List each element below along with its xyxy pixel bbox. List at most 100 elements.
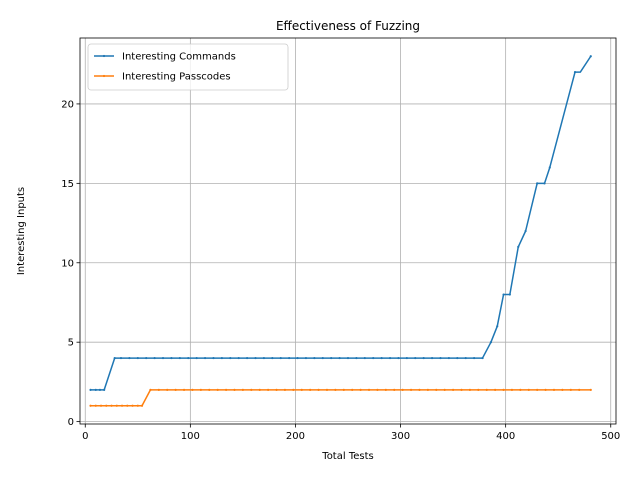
data-point [288, 356, 291, 360]
data-point [569, 388, 572, 391]
data-point [494, 388, 497, 391]
series-layer [89, 55, 592, 407]
data-point [216, 388, 219, 391]
data-point [128, 356, 131, 360]
data-point [409, 388, 413, 391]
data-point [119, 356, 123, 360]
series-1 [89, 55, 592, 391]
data-point [89, 404, 92, 407]
data-point [170, 356, 173, 360]
data-point [267, 388, 270, 391]
data-point [187, 356, 190, 360]
data-point [351, 388, 354, 391]
data-point [94, 404, 97, 407]
data-point [140, 404, 144, 407]
data-point [517, 245, 520, 248]
data-point [131, 404, 134, 407]
y-tick-label: 15 [61, 179, 74, 190]
y-tick-label: 10 [61, 258, 74, 269]
legend-item: Interesting Passcodes [94, 72, 231, 83]
data-point [359, 388, 362, 391]
plot-frame [79, 37, 617, 425]
data-point [473, 356, 476, 360]
legend-label: Interesting Passcodes [122, 72, 231, 83]
data-point [464, 356, 467, 360]
data-point [508, 293, 511, 296]
data-point [367, 388, 371, 391]
data-point [304, 356, 308, 360]
data-point [363, 356, 366, 360]
data-point [524, 229, 527, 233]
data-point [203, 356, 207, 360]
data-point [178, 356, 181, 360]
data-point [342, 388, 345, 391]
data-point [578, 388, 581, 391]
data-point [182, 388, 186, 391]
x-tick-label: 0 [82, 431, 88, 442]
data-point [224, 388, 228, 391]
data-point [98, 388, 102, 391]
data-point [330, 356, 333, 360]
data-point [468, 388, 472, 391]
data-point [279, 356, 282, 360]
chart-title: Effectiveness of Fuzzing [276, 19, 420, 33]
data-point [145, 356, 148, 360]
data-point [271, 356, 274, 360]
data-point [435, 388, 438, 391]
data-point [241, 388, 245, 391]
x-axis-label: Total Tests [321, 451, 373, 462]
data-point [418, 388, 421, 391]
data-point [485, 388, 488, 391]
data-point [250, 388, 253, 391]
x-tick-label: 100 [181, 431, 200, 442]
data-point [334, 388, 337, 391]
y-axis-label: Interesting Inputs [16, 187, 27, 275]
data-point [548, 166, 551, 169]
data-point [258, 388, 261, 391]
x-tick-label: 300 [391, 431, 410, 442]
data-point [110, 404, 113, 407]
data-point [393, 388, 396, 391]
data-point [380, 356, 383, 360]
ticks: 0 100 200 300 400 500 0 5 10 15 20 [61, 99, 620, 442]
series-line [90, 389, 591, 407]
data-point [397, 356, 400, 360]
legend-marker [102, 74, 106, 78]
data-point [447, 356, 450, 360]
data-point [552, 388, 556, 391]
data-point [536, 388, 539, 391]
data-point [456, 356, 459, 360]
data-point [439, 356, 442, 360]
y-tick-label: 0 [68, 417, 74, 428]
data-point [430, 356, 434, 360]
data-point [573, 71, 577, 74]
data-point [233, 388, 236, 391]
data-point [220, 356, 223, 360]
data-point [325, 388, 329, 391]
data-point [527, 388, 530, 391]
legend-marker [102, 54, 106, 58]
data-point [477, 388, 480, 391]
data-point [292, 388, 295, 391]
data-point [543, 182, 546, 185]
data-point [510, 388, 514, 391]
data-point [561, 388, 564, 391]
data-point [157, 388, 160, 391]
legend-item: Interesting Commands [94, 52, 236, 63]
y-tick-label: 5 [68, 338, 74, 349]
data-point [519, 388, 522, 391]
data-point [103, 388, 106, 391]
data-point [317, 388, 320, 391]
data-point [166, 388, 169, 391]
data-point [246, 356, 249, 360]
data-point [120, 404, 124, 407]
data-point [426, 388, 429, 391]
data-point [321, 356, 324, 360]
data-point [346, 356, 350, 360]
x-tick-label: 500 [601, 431, 620, 442]
data-point [355, 356, 358, 360]
data-point [422, 356, 425, 360]
data-point [536, 182, 539, 185]
x-tick-label: 200 [286, 431, 305, 442]
